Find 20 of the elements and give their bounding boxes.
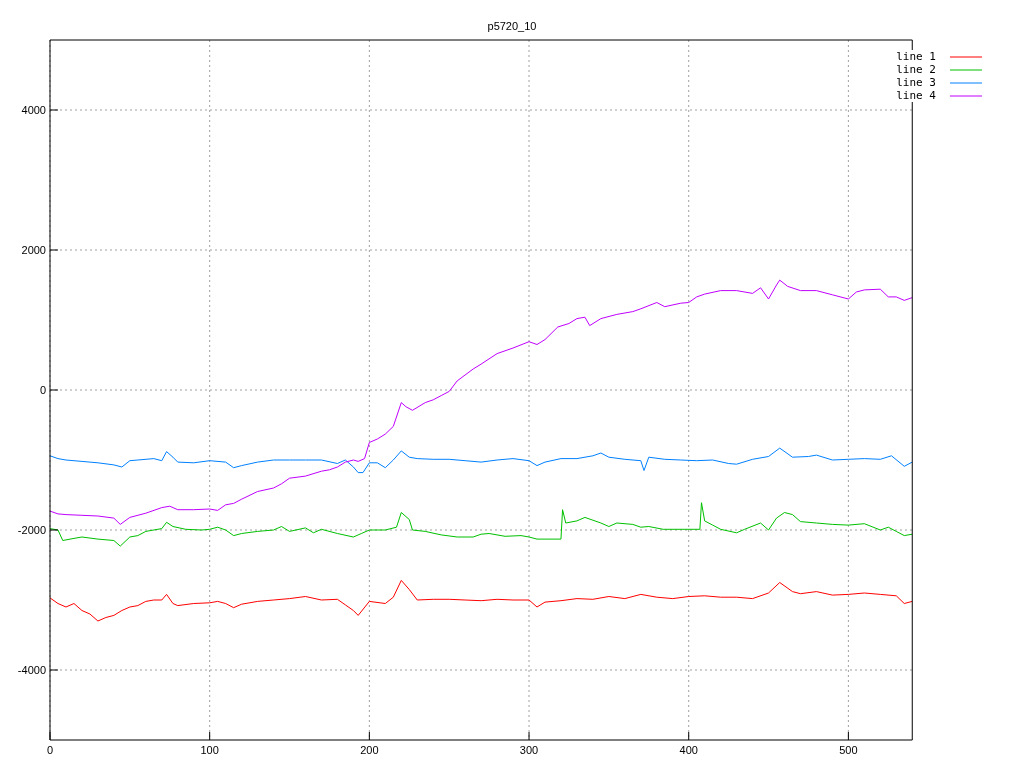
x-tick-label: 200 <box>360 743 379 756</box>
line-series <box>50 447 913 474</box>
x-tick-label: 500 <box>839 743 858 756</box>
legend-label: line 4 <box>894 89 938 102</box>
x-tick-label: 0 <box>46 743 54 756</box>
x-tick-label: 300 <box>519 743 539 756</box>
legend-label: line 2 <box>894 63 938 76</box>
y-tick-label: 4000 <box>21 103 46 116</box>
y-tick-label: -2000 <box>17 523 46 536</box>
x-tick-label: 400 <box>679 743 698 756</box>
line-series <box>50 279 913 525</box>
y-tick-label: 2000 <box>21 243 46 256</box>
y-tick-label: 0 <box>39 383 46 396</box>
chart-title: p5720_10 <box>486 20 538 32</box>
legend-label: line 3 <box>894 76 938 89</box>
line-series <box>50 579 913 622</box>
y-tick-label: -4000 <box>17 663 46 676</box>
line-series <box>50 502 913 547</box>
legend-label: line 1 <box>894 50 938 63</box>
x-tick-label: 100 <box>200 743 219 756</box>
